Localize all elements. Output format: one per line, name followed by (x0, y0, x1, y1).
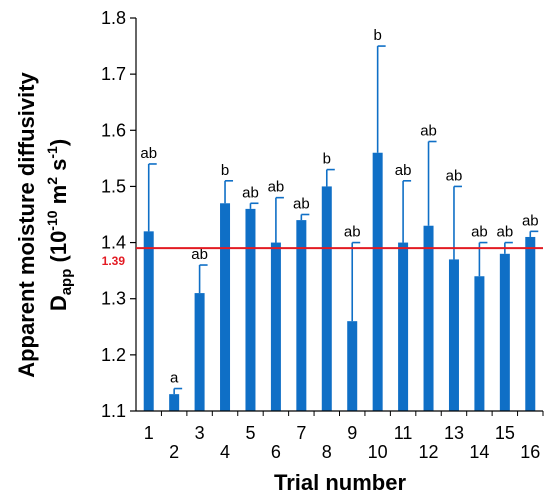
significance-label-3: ab (191, 246, 208, 263)
y-tick-label-1.5: 1.5 (101, 176, 126, 196)
x-tick-label-15: 15 (495, 423, 515, 443)
y-axis-title-line1: Apparent moisture diffusivity (14, 71, 39, 377)
significance-label-16: ab (522, 212, 539, 229)
bar-8 (321, 186, 332, 411)
y-tick-label-1.3: 1.3 (101, 289, 126, 309)
significance-label-11: ab (395, 162, 412, 179)
axes-group: 1.1 1.2 1.3 1.4 1.5 1.6 1.7 1.8 (101, 8, 544, 421)
y-tick-label-1.8: 1.8 (101, 8, 126, 28)
x-tick-label-7: 7 (296, 423, 306, 443)
significance-label-8: b (323, 151, 331, 168)
bar-11 (398, 242, 409, 411)
bar-7 (296, 220, 307, 411)
x-tick-label-12: 12 (419, 442, 439, 462)
y-tick-label-1.2: 1.2 (101, 345, 126, 365)
y-tick-label-1.4: 1.4 (101, 233, 126, 253)
significance-label-4: b (221, 162, 229, 179)
significance-label-15: ab (497, 224, 514, 241)
significance-label-2: a (170, 370, 179, 387)
significance-label-12: ab (420, 123, 437, 140)
bar-3 (194, 293, 205, 411)
x-tick-label-10: 10 (368, 442, 388, 462)
bar-2 (169, 394, 180, 411)
reference-line-group: 1.39 (102, 247, 543, 268)
significance-label-7: ab (293, 196, 310, 213)
x-tick-label-16: 16 (520, 442, 540, 462)
significance-label-6: ab (268, 179, 285, 196)
bars-group (143, 152, 536, 411)
x-tick-label-8: 8 (322, 442, 332, 462)
reference-line-label: 1.39 (102, 254, 126, 268)
x-tick-label-2: 2 (169, 442, 179, 462)
y-axis-title-line2: Dapp (10-10 m2 s-1) (44, 139, 75, 311)
bar-16 (525, 236, 536, 411)
x-tick-label-3: 3 (195, 423, 205, 443)
significance-label-13: ab (446, 167, 463, 184)
bar-9 (347, 321, 358, 411)
significance-label-5: ab (242, 184, 259, 201)
significance-label-1: ab (140, 145, 157, 162)
bar-1 (143, 231, 154, 411)
x-tick-label-9: 9 (347, 423, 357, 443)
bar-5 (245, 208, 256, 411)
bar-14 (474, 276, 485, 411)
bar-4 (220, 203, 231, 411)
y-tick-label-1.6: 1.6 (101, 120, 126, 140)
y-tick-label-1.1: 1.1 (101, 401, 126, 421)
bar-10 (372, 152, 383, 411)
x-tick-label-13: 13 (444, 423, 464, 443)
bar-6 (270, 242, 281, 411)
y-axis-title: Apparent moisture diffusivity Dapp (10-1… (14, 71, 75, 377)
x-tick-label-14: 14 (469, 442, 489, 462)
significance-label-10: b (373, 27, 381, 44)
y-tick-label-1.7: 1.7 (101, 64, 126, 84)
bar-13 (448, 259, 459, 411)
x-tick-label-4: 4 (220, 442, 230, 462)
x-tick-label-11: 11 (394, 423, 413, 443)
x-tick-label-6: 6 (271, 442, 281, 462)
significance-label-9: ab (344, 224, 361, 241)
significance-label-14: ab (471, 224, 488, 241)
x-axis-title: Trial number (274, 470, 406, 495)
x-tick-label-1: 1 (144, 423, 154, 443)
x-tick-label-5: 5 (245, 423, 255, 443)
bar-15 (499, 253, 510, 411)
bar-12 (423, 225, 434, 411)
